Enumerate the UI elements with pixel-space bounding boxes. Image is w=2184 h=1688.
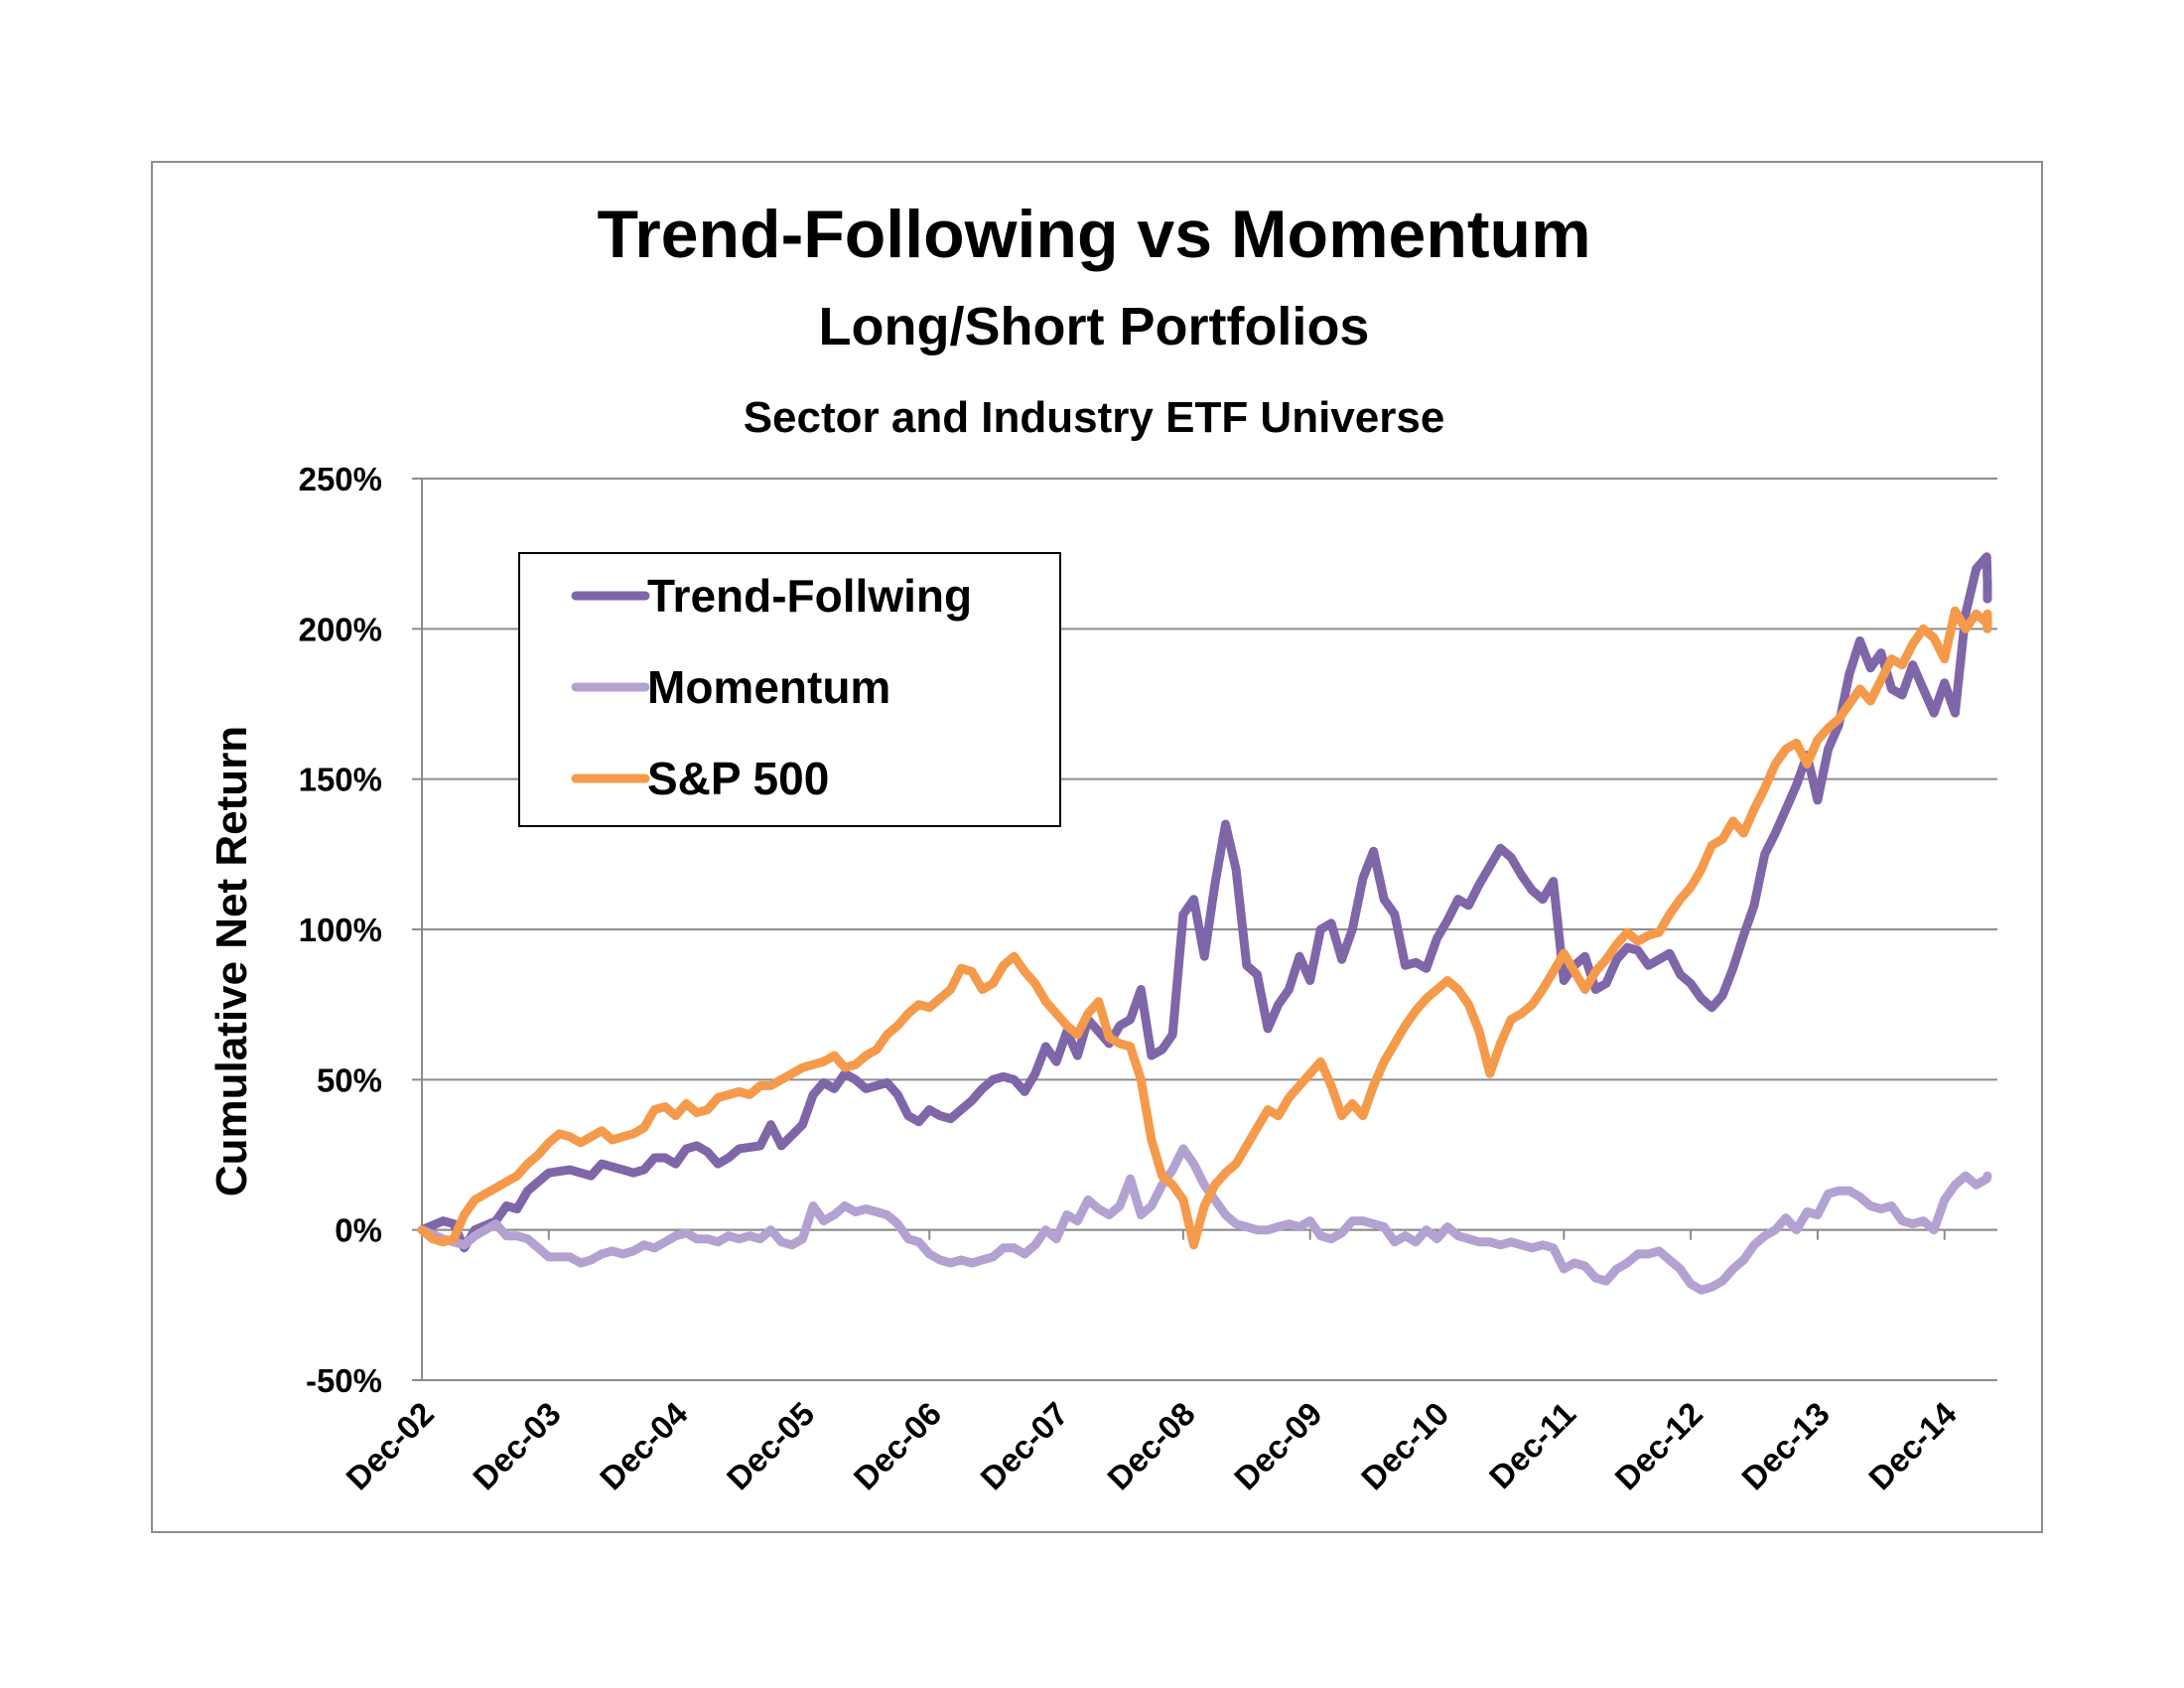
y-tick-label: 200% (299, 611, 382, 647)
x-tick-label: Dec-05 (720, 1395, 822, 1497)
x-tick-label: Dec-04 (593, 1394, 695, 1496)
y-tick-labels: -50% 0% 50% 100% 150% 200% 250% (299, 461, 382, 1399)
legend-label: S&P 500 (647, 753, 829, 804)
x-tick-label: Dec-09 (1227, 1395, 1329, 1497)
y-tick-label: 100% (299, 912, 382, 948)
x-tick-label: Dec-08 (1100, 1395, 1202, 1497)
y-tick-label: 250% (299, 461, 382, 497)
x-tick-label: Dec-11 (1482, 1395, 1582, 1495)
x-tick-label: Dec-10 (1354, 1395, 1456, 1497)
x-tick-label: Dec-14 (1861, 1394, 1964, 1496)
chart-subtitle: Long/Short Portfolios (819, 297, 1370, 356)
x-tick-label: Dec-12 (1607, 1395, 1709, 1497)
y-tick-label: -50% (306, 1362, 382, 1399)
y-tick-label: 150% (299, 762, 382, 798)
y-tick-label: 50% (317, 1061, 382, 1098)
x-tick-label: Dec-03 (466, 1395, 568, 1497)
legend-label: Trend-Follwing (647, 570, 972, 622)
x-tick-labels: Dec-02 Dec-03 Dec-04 Dec-05 Dec-06 Dec-07 Dec-… (339, 1394, 1964, 1496)
legend-label: Momentum (647, 661, 890, 713)
series-lines (417, 552, 1992, 1295)
x-tick-label: Dec-07 (973, 1395, 1075, 1497)
x-tick-label: Dec-02 (339, 1395, 441, 1497)
chart-frame (151, 161, 2043, 1533)
series-line-momentum (417, 1144, 1992, 1295)
chart-subtitle-universe: Sector and Industry ETF Universe (744, 393, 1445, 442)
x-tick-label: Dec-13 (1734, 1395, 1837, 1497)
y-tick-label: 0% (335, 1212, 382, 1249)
x-tick-label: Dec-06 (847, 1395, 949, 1497)
chart-title: Trend-Following vs Momentum (597, 197, 1590, 272)
series-line-s-p-500 (417, 606, 1992, 1250)
legend-items: Trend-Follwing Momentum S&P 500 (571, 570, 972, 804)
y-axis-label: Cumulative Net Return (207, 726, 256, 1196)
series-line-trend-follwing (417, 552, 1992, 1253)
legend: Trend-Follwing Momentum S&P 500 (518, 552, 1061, 827)
